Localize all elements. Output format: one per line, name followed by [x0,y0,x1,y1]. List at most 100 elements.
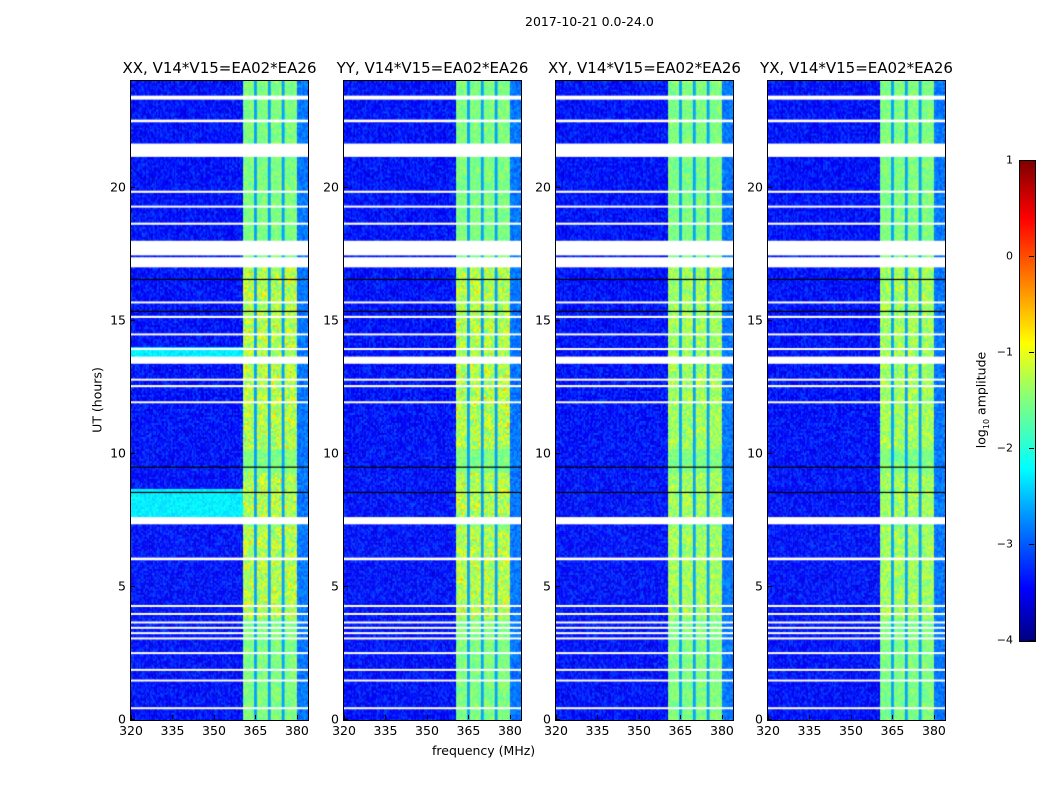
x-tick-label: 380 [498,723,522,738]
y-tick-label: 5 [118,578,126,594]
panel-title: YX, V14*V15=EA02*EA26 [760,59,953,77]
y-tick-label: 10 [323,445,339,461]
colorbar-tick-mark [1029,544,1034,545]
y-tick-mark [131,319,135,321]
y-tick-mark [344,585,348,587]
heatmap-image [768,81,945,720]
x-tick-mark [556,715,557,719]
x-axis-label: frequency (MHz) [432,743,536,758]
x-tick-label: 320 [119,723,143,738]
y-tick-mark [344,186,348,188]
y-tick-mark [131,186,135,188]
x-tick-label: 335 [160,723,185,738]
x-tick-mark [597,715,599,719]
y-tick-label: 5 [543,578,551,594]
y-tick-mark [768,319,772,321]
x-tick-mark [385,715,387,719]
colorbar-tick-label: 1 [1006,153,1013,167]
x-tick-mark [721,715,723,719]
y-tick-label: 15 [535,312,551,328]
y-axis-label: UT (hours) [89,367,105,433]
x-tick-label: 335 [373,723,398,738]
heatmap-panel-xy [555,80,734,721]
figure-title: 2017-10-21 0.0-24.0 [525,14,654,29]
x-tick-mark [638,715,640,719]
y-tick-label: 10 [110,445,126,461]
heatmap-image [131,81,308,720]
x-tick-label: 350 [839,723,863,738]
x-tick-label: 365 [243,723,268,738]
y-tick-mark [768,452,772,454]
colorbar [1019,160,1036,642]
x-tick-label: 350 [627,723,651,738]
x-tick-mark [509,715,511,719]
colorbar-tick-label: −2 [996,441,1013,455]
x-tick-label: 320 [544,723,568,738]
x-tick-mark [296,715,298,719]
x-tick-label: 335 [797,723,822,738]
y-tick-mark [344,719,348,720]
y-tick-label: 15 [323,312,339,328]
colorbar-tick-label: −3 [996,537,1013,551]
x-tick-mark [468,715,470,719]
x-tick-label: 320 [756,723,780,738]
y-tick-mark [768,719,772,720]
y-tick-label: 5 [331,578,339,594]
y-tick-mark [344,319,348,321]
y-tick-label: 20 [323,179,339,194]
y-tick-label: 5 [755,578,763,594]
y-tick-mark [131,585,135,587]
y-tick-mark [556,319,560,321]
y-tick-label: 0 [118,711,126,727]
y-tick-label: 0 [331,711,339,727]
x-tick-mark [680,715,682,719]
y-tick-label: 20 [535,179,551,194]
colorbar-tick-mark [1029,448,1034,449]
x-tick-mark [933,715,935,719]
colorbar-tick-mark [1029,640,1034,641]
x-tick-label: 320 [332,723,356,738]
x-tick-label: 350 [202,723,226,738]
y-tick-label: 20 [110,179,126,194]
x-tick-mark [213,715,215,719]
heatmap-panel-xx [130,80,309,721]
colorbar-tick-label: −1 [996,345,1013,359]
y-tick-mark [556,585,560,587]
x-tick-mark [768,715,769,719]
heatmap-panel-yy [343,80,522,721]
y-tick-label: 20 [747,179,763,194]
x-tick-label: 380 [922,723,946,738]
y-tick-mark [768,186,772,188]
colorbar-tick-label: 0 [1006,249,1013,263]
x-tick-label: 365 [668,723,693,738]
heatmap-image [344,81,521,720]
y-tick-mark [556,186,560,188]
y-tick-mark [556,719,560,720]
x-tick-mark [850,715,852,719]
y-tick-label: 0 [755,711,763,727]
x-tick-mark [426,715,428,719]
y-tick-label: 15 [110,312,126,328]
x-tick-label: 380 [710,723,734,738]
y-tick-mark [344,452,348,454]
x-tick-mark [172,715,174,719]
panel-title: XY, V14*V15=EA02*EA26 [548,59,741,77]
y-tick-label: 10 [747,445,763,461]
y-tick-mark [556,452,560,454]
x-tick-label: 365 [880,723,905,738]
y-tick-label: 10 [535,445,551,461]
x-tick-label: 380 [285,723,309,738]
x-tick-mark [809,715,811,719]
colorbar-tick-mark [1029,256,1034,257]
x-tick-mark [131,715,132,719]
x-tick-label: 335 [585,723,610,738]
x-tick-label: 365 [456,723,481,738]
y-tick-mark [131,452,135,454]
x-tick-mark [344,715,345,719]
x-tick-mark [892,715,894,719]
y-tick-mark [768,585,772,587]
y-tick-label: 15 [747,312,763,328]
y-tick-label: 0 [543,711,551,727]
heatmap-panel-yx [767,80,946,721]
